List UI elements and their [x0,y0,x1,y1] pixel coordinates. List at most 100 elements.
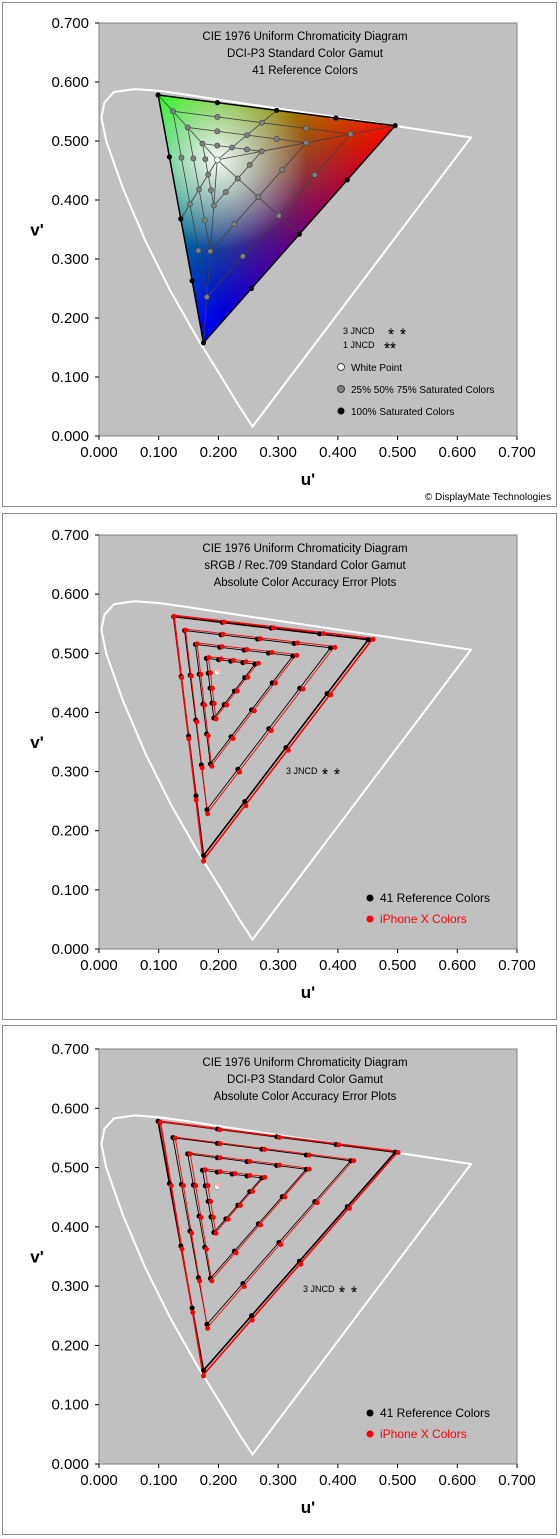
measured-point [209,763,215,769]
y-tick-label: 0.200 [51,1337,89,1354]
y-tick-label: 0.300 [51,764,89,781]
partial-saturation-point [184,124,191,131]
measured-point [221,619,227,625]
measured-point [300,686,306,692]
measured-point [225,1216,231,1222]
measured-point [168,1183,174,1189]
measured-point [188,673,194,679]
measured-point [257,636,263,642]
measured-point [295,640,301,646]
measured-point [224,702,230,708]
legend-partial-label: 25% 50% 75% Saturated Colors [351,385,494,396]
measured-point [211,700,217,706]
y-tick-label: 0.300 [51,1278,89,1295]
chart-panel-2: 0.000 0.100 0.200 0.300 0.400 0.500 0.600 0.700… [2,513,557,1020]
measured-point [218,656,224,662]
x-tick-label: 0.500 [379,957,417,974]
y-tick-label: 0.100 [51,369,89,386]
y-tick-label: 0.100 [51,882,89,899]
measured-point [395,1149,401,1155]
partial-saturation-point [205,171,212,178]
legend-reference-label: 41 Reference Colors [380,1406,490,1420]
measured-point [255,660,261,666]
measured-point [245,674,251,680]
measured-point [249,1317,255,1323]
measured-point [233,1250,239,1256]
y-axis-label: v' [30,733,44,752]
measured-point [244,647,250,653]
partial-saturation-point [231,221,238,228]
spectral-locus [100,600,473,942]
y-tick-label: 0.200 [51,310,89,327]
y-tick-label: 0.300 [51,251,89,268]
partial-saturation-point [347,131,354,138]
plot-area [98,22,518,437]
reference-point [201,1367,206,1373]
partial-saturation-point [303,139,310,146]
measured-point [187,1151,193,1157]
partial-saturation-point [187,201,193,208]
measured-point [269,649,275,655]
jncd-marker-1b [390,342,396,349]
x-tick-label: 0.700 [498,1472,536,1489]
partial-saturation-point [234,175,241,182]
legend-measured-marker [366,1430,374,1438]
y-tick-label: 0.500 [51,1160,89,1177]
measured-point [197,1278,203,1284]
partial-saturation-point [178,154,185,161]
plot-area [98,1048,518,1465]
reference-point [204,807,210,813]
jncd-marker-1 [384,342,390,349]
chart-title-line: DCI-P3 Standard Color Gamut [227,1074,384,1086]
chart-title-line: CIE 1976 Uniform Chromaticity Diagram [202,31,407,43]
full-saturation-point [178,216,184,222]
chart-title-line: DCI-P3 Standard Color Gamut [227,48,384,60]
measured-point [278,1242,284,1248]
copyright-notice: © DisplayMate Technologies [425,492,551,503]
y-tick-label: 0.400 [51,192,89,209]
chart-2: 0.000 0.100 0.200 0.300 0.400 0.500 0.600 0.700… [30,527,536,1002]
reference-point [365,637,371,643]
full-saturation-point [344,177,350,183]
y-tick-label: 0.400 [51,1219,89,1236]
measured-point [186,736,192,742]
partial-saturation-point [214,114,221,120]
partial-saturation-point [202,156,209,163]
chart-panel-1: 0.000 0.100 0.200 0.300 0.400 0.500 0.600 0.700… [2,2,557,507]
measured-point [213,1230,219,1236]
reference-point [189,1305,195,1311]
measured-point [198,1214,204,1220]
x-tick-label: 0.400 [319,444,357,461]
measured-point [179,1246,185,1252]
measured-point [198,671,204,677]
y-axis-label: v' [30,221,44,240]
x-axis-label: u' [301,983,315,1002]
x-tick-label: 0.100 [140,1472,178,1489]
measured-point [247,1172,253,1178]
partial-saturation-point [169,108,176,115]
chart-3: 0.000 0.100 0.200 0.300 0.400 0.500 0.600 0.700… [30,1041,536,1517]
measured-point [199,765,205,771]
reference-point [248,1313,254,1319]
measured-point [243,659,249,665]
measured-point [213,716,219,722]
reference-point [204,1321,210,1327]
full-saturation-point [166,154,173,160]
x-tick-label: 0.500 [379,444,417,461]
full-saturation-point [296,231,302,237]
measured-point [234,688,240,694]
partial-saturation-point [190,155,197,162]
measured-point [201,858,207,864]
measured-point [271,625,277,631]
measured-point [262,1174,268,1180]
chart-title-line: sRGB / Rec.709 Standard Color Gamut [204,560,406,572]
x-tick-label: 0.100 [140,957,178,974]
x-tick-label: 0.400 [319,957,357,974]
measured-point [320,631,326,637]
measured-point [306,1166,312,1172]
measured-point [306,1152,312,1158]
y-tick-label: 0.600 [51,1100,89,1117]
measured-point [241,1283,247,1289]
x-tick-label: 0.000 [80,444,118,461]
jncd-marker [322,768,328,775]
